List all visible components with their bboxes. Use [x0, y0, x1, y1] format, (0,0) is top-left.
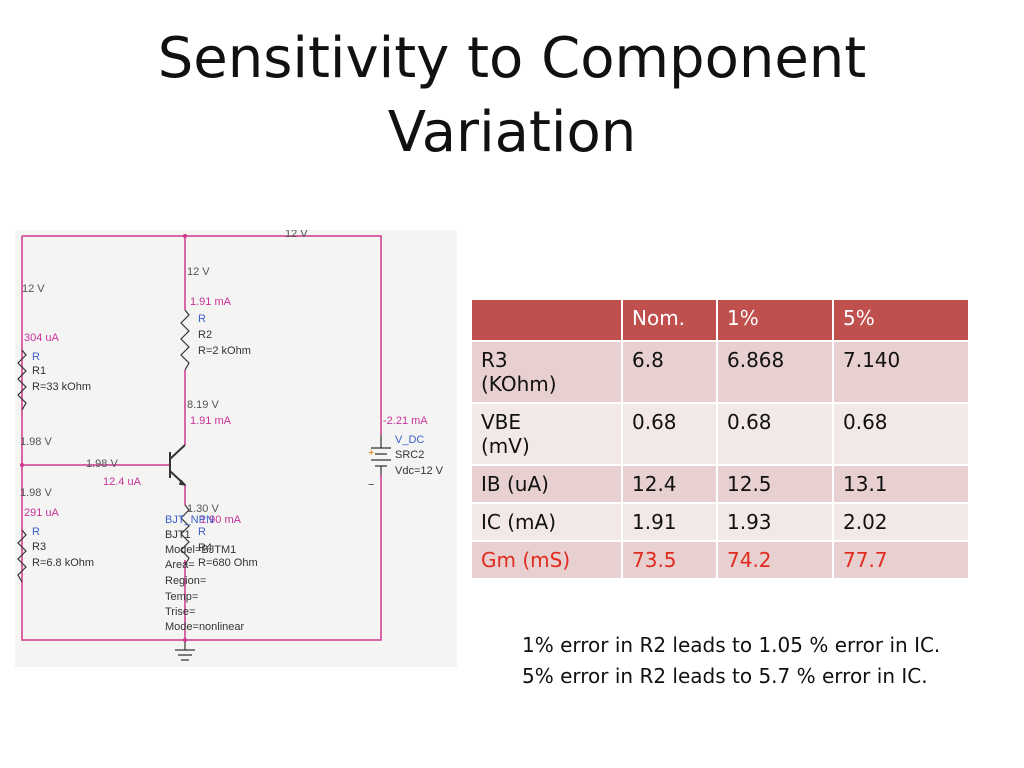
- schematic-label: SRC2: [395, 449, 424, 461]
- schematic-label: 1.90 mA: [200, 514, 242, 526]
- table-cell: 6.8: [621, 340, 718, 404]
- cell-text: 12.4: [632, 472, 677, 496]
- table-cell: 1.93: [716, 502, 834, 542]
- row-label: IC (mA): [470, 502, 623, 542]
- table-row: VBE (mV) 0.68 0.68 0.68: [470, 402, 970, 466]
- row-label: VBE (mV): [470, 402, 623, 466]
- schematic-label: Area=: [165, 559, 195, 571]
- row-label: R3 (KOhm): [470, 340, 623, 404]
- row-label: Gm (mS): [470, 540, 623, 580]
- wires: [21, 235, 382, 641]
- cell-text: 12.5: [727, 472, 772, 496]
- table-cell: 0.68: [832, 402, 970, 466]
- table-cell: 6.868: [716, 340, 834, 404]
- cell-text: IB (uA): [481, 472, 549, 496]
- table-cell: 7.140: [832, 340, 970, 404]
- cell-text: 73.5: [632, 548, 677, 572]
- slide-title: Sensitivity to Component Variation: [157, 26, 867, 165]
- table-cell: 2.02: [832, 502, 970, 542]
- cell-text: 0.68: [727, 410, 772, 434]
- schematic-label: 1.98 V: [86, 458, 118, 470]
- schematic-label: 12 V: [285, 230, 308, 240]
- schematic-label: V_DC: [395, 434, 424, 446]
- header-cell: Nom.: [621, 298, 718, 342]
- cell-text: 2.02: [843, 510, 888, 534]
- table-row: Gm (mS) 73.5 74.2 77.7: [470, 540, 970, 580]
- schematic-label: R2: [198, 329, 212, 341]
- schematic-label: 12.4 uA: [103, 476, 142, 488]
- cell-text: 6.868: [727, 348, 785, 372]
- schematic-label: Vdc=12 V: [395, 465, 444, 477]
- cell-text: 7.140: [843, 348, 901, 372]
- schematic-label: 12 V: [22, 283, 45, 295]
- table-cell: 0.68: [621, 402, 718, 466]
- schematic-label: R=33 kOhm: [32, 381, 91, 393]
- schematic-label: 8.19 V: [187, 399, 219, 411]
- schematic-label: 304 uA: [24, 332, 60, 344]
- cell-text: 0.68: [843, 410, 888, 434]
- table-row: IB (uA) 12.4 12.5 13.1: [470, 464, 970, 504]
- cell-text: 1.93: [727, 510, 772, 534]
- schematic-label: +: [368, 447, 374, 459]
- schematic-label: R: [32, 526, 40, 538]
- schematic-label: R=680 Ohm: [198, 557, 258, 569]
- schematic-label: 1.98 V: [20, 436, 52, 448]
- table-cell: 1.91: [621, 502, 718, 542]
- schematic-label: R=2 kOhm: [198, 345, 251, 357]
- schematic-label: R: [198, 313, 206, 325]
- cell-text: Gm (mS): [481, 548, 571, 572]
- notes: 1% error in R2 leads to 1.05 % error in …: [522, 630, 940, 692]
- cell-text: 13.1: [843, 472, 888, 496]
- table-row: R3 (KOhm) 6.8 6.868 7.140: [470, 340, 970, 404]
- note: 5% error in R2 leads to 5.7 % error in I…: [522, 664, 928, 688]
- row-label: IB (uA): [470, 464, 623, 504]
- schematic-label: 1.98 V: [20, 487, 52, 499]
- table-row: IC (mA) 1.91 1.93 2.02: [470, 502, 970, 542]
- table-cell: 13.1: [832, 464, 970, 504]
- schematic-label: 291 uA: [24, 507, 60, 519]
- schematic-label: Mode=nonlinear: [165, 621, 245, 633]
- cell-text: 1.91: [632, 510, 677, 534]
- cell-text: 77.7: [843, 548, 888, 572]
- schematic: 12 V 12 V 1.91 mA R R2 R=2 kOhm 8.19 V 1.91 mA 1…: [15, 230, 457, 667]
- components: [17, 309, 391, 661]
- schematic-label: R: [198, 526, 206, 538]
- note: 1% error in R2 leads to 1.05 % error in …: [522, 633, 941, 657]
- schematic-label: −: [368, 479, 374, 491]
- cell-text: IC (mA): [481, 510, 556, 534]
- results-table: Nom. 1% 5% R3 (KOhm) 6.8 6.868 7.140 VBE (mV…: [470, 298, 970, 580]
- schematic-label: Temp=: [165, 591, 198, 603]
- table-cell: 73.5: [621, 540, 718, 580]
- table-cell: 12.5: [716, 464, 834, 504]
- cell-text: 6.8: [632, 348, 664, 372]
- table-cell: 0.68: [716, 402, 834, 466]
- schematic-label: 1.30 V: [187, 503, 219, 515]
- cell-text: 74.2: [727, 548, 772, 572]
- schematic-label: 1.91 mA: [190, 415, 232, 427]
- schematic-label: R1: [32, 365, 46, 377]
- schematic-label: Region=: [165, 575, 206, 587]
- schematic-label: 1.91 mA: [190, 296, 232, 308]
- junctions: [20, 234, 187, 642]
- schematic-label: R=6.8 kOhm: [32, 557, 94, 569]
- schematic-label: R3: [32, 541, 46, 553]
- table-cell: 12.4: [621, 464, 718, 504]
- header-cell: [470, 298, 623, 342]
- table-cell: 77.7: [832, 540, 970, 580]
- schematic-label: R: [32, 351, 40, 363]
- schematic-label: 12 V: [187, 266, 210, 278]
- cell-text: R3 (KOhm): [481, 348, 557, 396]
- schematic-label: -2.21 mA: [383, 415, 428, 427]
- cell-text: VBE (mV): [481, 410, 530, 458]
- schematic-label: BJT1: [165, 529, 191, 541]
- header-cell: 5%: [832, 298, 970, 342]
- schematic-label: Trise=: [165, 606, 195, 618]
- table-cell: 74.2: [716, 540, 834, 580]
- cell-text: 0.68: [632, 410, 677, 434]
- schematic-label: R4: [198, 542, 212, 554]
- header-cell: 1%: [716, 298, 834, 342]
- schematic-label: BJT_NPN: [165, 514, 214, 526]
- schematic-label: Model=BJTM1: [165, 544, 236, 556]
